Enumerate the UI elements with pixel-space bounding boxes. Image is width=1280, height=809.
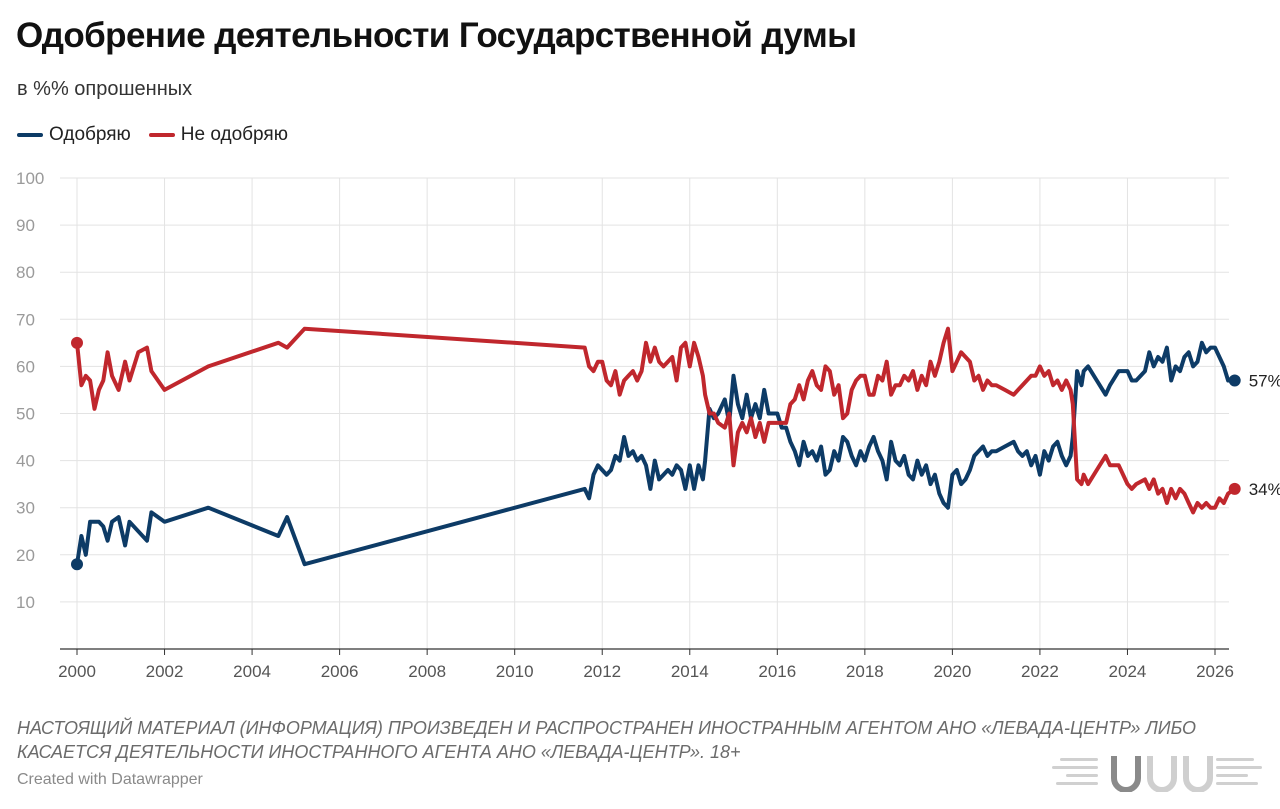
legend-label-disapprove: Не одобряю: [180, 124, 288, 145]
x-tick-label: 2004: [233, 662, 271, 681]
x-tick-label: 2026: [1196, 662, 1234, 681]
line-chart: 10 20 30 40 50 60 70 80 90 100 2000 2002 2004 2006 200…: [16, 169, 1280, 681]
x-tick-label: 2000: [58, 662, 96, 681]
x-tick-label: 2006: [321, 662, 359, 681]
x-tick-label: 2014: [671, 662, 709, 681]
x-tick-label: 2008: [408, 662, 446, 681]
y-tick-label: 50: [16, 405, 35, 424]
series-end-label: 34%: [1249, 480, 1280, 499]
legend-item-approve: Одобряю: [17, 124, 131, 146]
y-tick-label: 60: [16, 357, 35, 376]
y-tick-label: 90: [16, 216, 35, 235]
series-line-approve: [75, 340, 1237, 567]
y-tick-label: 30: [16, 499, 35, 518]
watermark-logo: [1052, 756, 1262, 792]
series-line-disapprove: [75, 326, 1237, 515]
legend-swatch-approve: [17, 133, 43, 137]
x-tick-label: 2016: [758, 662, 796, 681]
y-tick-label: 10: [16, 593, 35, 612]
series-end-marker: [1228, 374, 1241, 387]
chart-notes: НАСТОЯЩИЙ МАТЕРИАЛ (ИНФОРМАЦИЯ) ПРОИЗВЕД…: [17, 718, 1196, 762]
y-tick-label: 40: [16, 452, 35, 471]
x-tick-label: 2010: [496, 662, 534, 681]
legend-item-disapprove: Не одобряю: [148, 124, 288, 146]
y-tick-label: 100: [16, 169, 44, 188]
x-tick-label: 2022: [1021, 662, 1059, 681]
chart-legend: Одобряю Не одобряю: [17, 124, 288, 146]
x-tick-label: 2002: [146, 662, 184, 681]
y-tick-label: 70: [16, 310, 35, 329]
x-tick-label: 2012: [583, 662, 621, 681]
y-tick-label: 20: [16, 546, 35, 565]
series-end-label: 57%: [1249, 372, 1280, 391]
chart-subtitle: в %% опрошенных: [17, 78, 193, 100]
series-end-marker: [1228, 482, 1241, 495]
series-start-marker: [71, 558, 83, 571]
chart-title: Одобрение деятельности Государственной д…: [16, 16, 857, 55]
datawrapper-credit: Created with Datawrapper: [17, 771, 203, 788]
legend-swatch-disapprove: [148, 133, 175, 137]
x-tick-label: 2018: [846, 662, 884, 681]
y-tick-label: 80: [16, 263, 35, 282]
legend-label-approve: Одобряю: [49, 124, 131, 145]
x-tick-label: 2024: [1109, 662, 1147, 681]
x-tick-label: 2020: [933, 662, 971, 681]
series-start-marker: [71, 336, 83, 349]
